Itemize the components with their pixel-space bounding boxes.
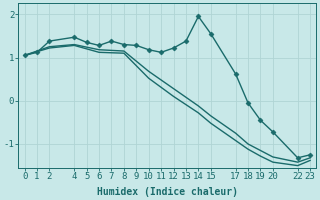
X-axis label: Humidex (Indice chaleur): Humidex (Indice chaleur) [97, 186, 238, 197]
